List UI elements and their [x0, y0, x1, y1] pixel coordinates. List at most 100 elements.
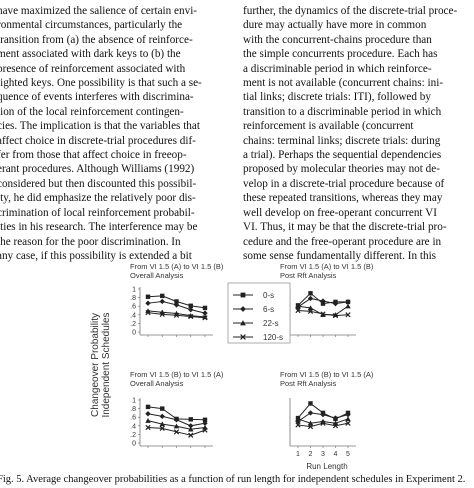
y-tick-label: 1 [132, 287, 136, 294]
text-line: proposed by molecular theories may not d… [243, 163, 440, 176]
data-point-6s [145, 411, 151, 417]
text-line: chains: terminal links; discrete trials:… [243, 134, 441, 147]
text-line: presence of reinforcement associated wit… [0, 62, 186, 75]
text-line: fer from those that affect choice in fre… [0, 149, 187, 162]
panel-title: From VI 1.5 (B) to VI 1.5 (A) [130, 370, 224, 379]
text-line: reinforcement is available (concurrent [243, 120, 414, 133]
y-tick-label: .4 [130, 312, 136, 319]
data-point-0s [308, 401, 313, 406]
text-line: crimination of local reinforcement proba… [0, 206, 195, 219]
panel-subtitle: Overall Analysis [130, 271, 184, 280]
data-point-0s [145, 294, 151, 299]
x-axis-label: Run Length [306, 462, 347, 471]
data-point-6s [188, 306, 194, 313]
y-tick-label: .4 [130, 423, 136, 430]
text-line: quence of events interferes with discrim… [0, 91, 194, 104]
legend-label: 0-s [263, 291, 274, 300]
data-point-22s [145, 417, 151, 423]
data-point-120s [332, 423, 339, 429]
data-point-6s [173, 302, 180, 308]
data-point-120s [159, 311, 165, 317]
data-point-120s [345, 312, 351, 318]
data-point-120s [332, 313, 339, 319]
text-line: ities in his research. The interference … [0, 221, 198, 234]
text-line: a discriminable period in which reinforc… [243, 62, 432, 75]
text-line: ment is not available (concurrent chains… [243, 77, 444, 90]
data-point-0s [308, 291, 313, 296]
data-point-0s [202, 417, 208, 422]
series-6s [145, 411, 208, 429]
text-line: tion of the local reinforcement continge… [0, 105, 184, 118]
data-point-120s [295, 307, 301, 314]
y-tick-label: 0 [132, 330, 136, 337]
series-0s [295, 401, 351, 422]
data-point-6s [307, 295, 314, 302]
chart-panel-4: From VI 1.5 (B) to VI 1.5 (A)Post Rft An… [280, 370, 374, 458]
text-line: cedure and the free-operant procedure ar… [243, 235, 442, 248]
series-120s [145, 424, 208, 438]
left-text-column: have maximized the salience of certain e… [0, 4, 229, 263]
legend: 0-s 6-s 22-s 120-s [227, 282, 291, 344]
series-6s [145, 298, 208, 316]
y-axis-label-line1: Changeover Probability [90, 313, 101, 417]
panel-subtitle: Post Rft Analysis [280, 379, 337, 388]
data-point-0s [145, 404, 151, 410]
data-point-0s [188, 303, 193, 308]
text-line: any case, if this possibility is extende… [0, 249, 192, 262]
legend-label: 6-s [263, 305, 274, 314]
text-line: transition from (a) the absence of reinf… [0, 33, 193, 46]
text-line: well develop on free-operant concurrent … [243, 206, 437, 219]
y-axis-label-line2: Independent Schedules [101, 312, 112, 417]
y-tick-label: .8 [130, 295, 136, 302]
data-point-120s [145, 424, 151, 431]
x-tick-label: 3 [321, 451, 325, 458]
text-line: the reason for the poor discrimination. … [0, 235, 181, 248]
data-point-22s [240, 320, 246, 326]
text-line: with the concurrent-chains procedure tha… [243, 33, 432, 46]
data-point-22s [188, 426, 194, 432]
data-point-0s [202, 305, 208, 311]
legend-box [227, 282, 291, 344]
data-point-22s [295, 416, 301, 422]
data-point-120s [188, 432, 194, 438]
data-point-6s [307, 410, 314, 416]
data-point-120s [307, 308, 314, 314]
data-point-120s [240, 334, 246, 340]
data-point-22s [173, 423, 180, 429]
data-point-120s [320, 311, 326, 317]
figure-caption: Fig. 5. Average changeover probabilities… [0, 474, 466, 485]
legend-label: 22-s [263, 319, 279, 328]
series-120s [295, 307, 351, 319]
data-point-120s [202, 315, 208, 321]
series-120s [295, 420, 351, 430]
text-line: transition to a discriminable period in … [243, 105, 442, 118]
y-tick-label: 1 [132, 398, 136, 405]
data-point-120s [173, 312, 180, 318]
text-line: some sense fundamentally different. In t… [243, 249, 437, 262]
data-point-0s [240, 292, 246, 298]
series-0s [145, 293, 208, 311]
data-point-120s [202, 427, 208, 433]
text-line: velop in a discrete-trial procedure beca… [243, 177, 445, 190]
text-line: erant procedures. Although Williams (199… [0, 163, 195, 176]
data-point-120s [345, 420, 351, 426]
panel-subtitle: Overall Analysis [130, 379, 184, 388]
data-point-120s [188, 313, 194, 320]
text-line: dure may actually have more in common [243, 19, 427, 32]
chart-panel-1: From VI 1.5 (A) to VI 1.5 (B)Overall Ana… [130, 262, 224, 337]
data-point-120s [173, 429, 180, 435]
data-point-22s [159, 421, 165, 427]
panel-subtitle: Post Rft Analysis [280, 271, 337, 280]
data-point-6s [173, 417, 180, 423]
right-text-column: further, the dynamics of the discrete-tr… [243, 4, 474, 263]
data-point-22s [295, 303, 301, 309]
data-point-6s [159, 413, 165, 420]
y-tick-label: .8 [130, 406, 136, 413]
data-point-120s [307, 424, 314, 430]
text-line: ronmental circumstances, particularly th… [0, 19, 183, 32]
text-line: tial links; discrete trials: ITI), follo… [243, 91, 431, 104]
chart-panel-3: From VI 1.5 (B) to VI 1.5 (A)Overall Ana… [130, 370, 224, 448]
series-6s [295, 295, 351, 310]
data-point-6s [202, 420, 208, 426]
